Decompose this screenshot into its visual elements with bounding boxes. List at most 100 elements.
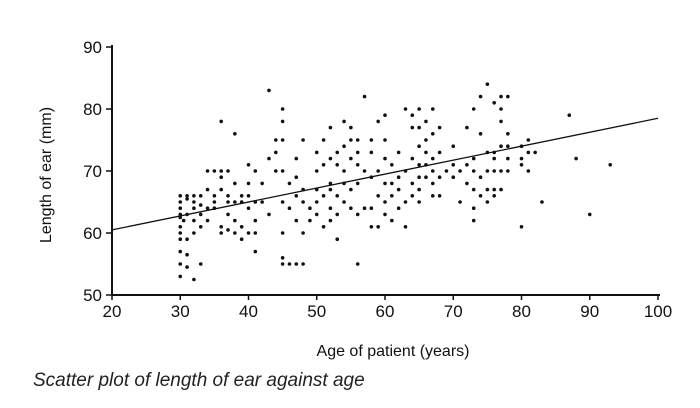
data-point (492, 194, 497, 198)
data-point (499, 107, 503, 111)
data-point (390, 163, 394, 167)
data-point (540, 200, 544, 204)
data-point (349, 125, 353, 130)
axis-ticks: 20 30 40 50 60 70 80 90 100 50 60 70 80 90 (83, 38, 672, 321)
data-point (178, 231, 183, 235)
data-point (226, 194, 230, 198)
data-point (308, 206, 312, 210)
data-point (233, 200, 237, 204)
y-tick-label: 60 (83, 224, 102, 243)
data-point (253, 231, 258, 235)
data-point (192, 206, 196, 210)
data-point (342, 119, 346, 124)
data-point (369, 138, 374, 142)
data-point (492, 156, 497, 161)
data-point (506, 132, 510, 136)
data-point (410, 113, 415, 117)
data-point (355, 150, 360, 155)
data-point (396, 206, 401, 210)
data-point (274, 150, 278, 155)
data-point (328, 125, 333, 130)
data-point (574, 156, 578, 161)
data-point (328, 181, 333, 186)
data-point (233, 218, 237, 223)
data-point (280, 138, 285, 142)
data-point (178, 274, 183, 279)
data-point (226, 169, 230, 173)
data-point (417, 200, 421, 204)
data-point (219, 225, 223, 229)
data-point (301, 262, 305, 266)
data-point (499, 169, 503, 173)
data-point (478, 194, 483, 198)
data-point (376, 225, 380, 229)
data-point (246, 194, 251, 198)
data-point (410, 181, 415, 186)
data-point (526, 150, 531, 155)
data-point (226, 200, 230, 204)
data-point (287, 181, 292, 186)
data-point (287, 206, 292, 210)
data-point (192, 218, 196, 223)
data-point (430, 194, 435, 198)
x-tick-label: 50 (307, 302, 326, 321)
data-point (430, 132, 435, 136)
x-tick-label: 30 (171, 302, 190, 321)
data-point (219, 119, 223, 124)
y-tick-label: 50 (83, 286, 102, 305)
data-point (335, 150, 340, 155)
data-point (437, 150, 442, 155)
data-point (403, 200, 408, 204)
data-point (233, 132, 237, 136)
data-point (506, 144, 510, 148)
data-point (192, 200, 196, 204)
data-point (335, 212, 340, 217)
data-point (233, 181, 237, 186)
data-point (492, 101, 497, 105)
data-point (280, 231, 285, 235)
data-point (430, 181, 435, 186)
data-point (383, 138, 387, 142)
data-point (465, 125, 469, 130)
data-point (471, 218, 476, 223)
data-point (301, 200, 305, 204)
data-point (485, 200, 490, 204)
data-point (342, 144, 346, 148)
data-point (485, 82, 490, 86)
data-point (280, 200, 285, 204)
data-point (396, 175, 401, 179)
data-point (410, 156, 415, 161)
y-axis-label: Length of ear (mm) (38, 107, 55, 243)
data-point (274, 169, 278, 173)
data-point (417, 107, 421, 111)
data-point (212, 169, 217, 173)
data-point (471, 206, 476, 210)
data-point (519, 156, 524, 161)
data-point (294, 194, 299, 198)
data-point (294, 262, 299, 266)
data-point (253, 169, 258, 173)
data-point (376, 194, 380, 198)
data-point (260, 181, 264, 186)
data-point (369, 225, 374, 229)
data-point (417, 187, 421, 192)
data-point (587, 212, 592, 217)
data-point (260, 200, 264, 204)
axes (111, 45, 660, 296)
data-point (390, 194, 394, 198)
data-point (274, 138, 278, 142)
data-point (499, 94, 503, 99)
data-point (396, 187, 401, 192)
data-point (526, 138, 531, 142)
data-point (321, 138, 326, 142)
data-point (499, 187, 503, 192)
data-point (485, 169, 490, 173)
data-point (314, 200, 319, 204)
data-point (178, 225, 183, 229)
data-point (499, 144, 503, 148)
x-tick-label: 90 (580, 302, 599, 321)
data-point (383, 200, 387, 204)
data-point (212, 194, 217, 198)
data-point (205, 169, 210, 173)
